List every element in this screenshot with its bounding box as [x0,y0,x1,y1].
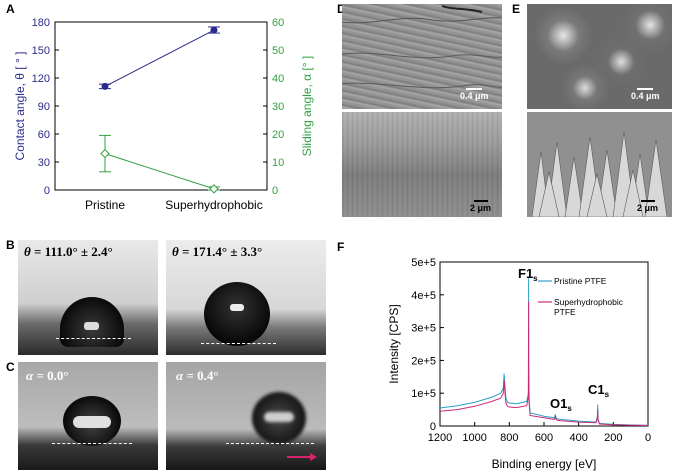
chart-series [99,26,220,194]
sem-image-superhydrophobic-bottom: 2 μm [527,112,672,217]
crack-texture [342,5,502,89]
data-point [100,148,110,159]
y-tick-label-right: 10 [272,157,284,169]
x-tick-label: 1000 [462,432,486,444]
baseline [52,443,132,444]
spectrum-line [439,301,649,426]
plot-frame [54,21,268,191]
y-tick-label-right: 40 [272,73,284,85]
legend-label-line: Superhydrophobic [554,297,624,307]
y-tick-label-right: 60 [272,17,284,29]
y-tick-label: 0 [430,421,436,433]
scale-bar: 2 μm [637,200,658,213]
y-tick-label-left: 30 [38,157,50,169]
y-tick-label-left: 180 [32,17,50,29]
sem-image-superhydrophobic-top: 0.4 μm [527,4,672,109]
x-tick-label: 600 [535,432,553,444]
droplet-highlight [73,416,111,428]
y-tick-label-left: 60 [38,129,50,141]
x-category-label: Superhydrophobic [165,198,262,212]
droplet-highlight [230,304,244,311]
contact-angle-caption-pristine: θ = 111.0° ± 2.4° [24,244,113,259]
x-axis-ticks: 1200 1000 800 600 400 200 0 [428,422,651,444]
data-point [209,184,219,194]
panel-label-a: A [6,2,15,16]
y-tick-label-right: 30 [272,101,284,113]
droplet [204,282,270,346]
streak-texture [342,112,502,217]
droplet-highlight [264,412,294,422]
y-axis-label-left: Contact angle, θ [ ° ] [13,52,27,161]
chart-series [439,278,649,426]
contact-angle-caption-superhydrophobic: θ = 171.4° ± 3.3° [172,244,263,259]
series-line [104,29,215,87]
y-tick-label: 1e+5 [411,388,436,400]
x-tick-label: 400 [569,432,587,444]
droplet-photo-superhydrophobic: θ = 171.4° ± 3.3° [166,240,326,355]
droplet [252,392,306,444]
y-tick-label-right: 50 [272,45,284,57]
peak-label-f1s: F1s [518,266,538,283]
sem-image-pristine-bottom: 2 μm [342,112,502,217]
x-axis-label: Binding energy [eV] [492,457,597,471]
left-axis-ticks: 0 30 60 90 120 150 180 [32,17,59,197]
baseline [201,343,276,344]
panel-label-c: C [6,360,15,374]
data-point [101,82,109,90]
sliding-angle-caption-pristine: α = 0.0° [26,368,69,383]
sliding-angle-caption-superhydrophobic: α = 0.4° [176,368,219,383]
x-category-label: Pristine [85,198,125,212]
panel-label-e: E [512,2,521,16]
x-tick-label: 1200 [428,432,452,444]
y-tick-label-left: 120 [32,73,50,85]
panel-label-f: F [337,240,345,254]
y-tick-label-right: 0 [272,185,278,197]
y-tick-label: 2e+5 [411,355,436,367]
x-tick-label: 200 [604,432,622,444]
sem-image-pristine-top: 0.4 μm [342,4,502,109]
plot-frame [439,261,649,427]
scale-bar: 2 μm [470,200,491,213]
droplet [63,396,121,446]
panel-label-d: D [337,2,346,16]
y-tick-label: 4e+5 [411,290,436,302]
y-tick-label: 5e+5 [411,257,436,269]
y-tick-label: 3e+5 [411,323,436,335]
scale-bar: 0.4 μm [631,88,660,101]
y-tick-label-left: 90 [38,101,50,113]
droplet-photo-pristine: θ = 111.0° ± 2.4° [18,240,158,355]
droplet [60,297,124,347]
droplet-highlight [84,322,99,330]
xps-spectrum-chart: 0 1e+5 2e+5 3e+5 4e+5 5e+5 1200 1000 800 600 400 2… [387,257,651,471]
series-line [104,153,215,190]
baseline [56,338,131,339]
y-axis-label-right: Sliding angle, α [° ] [300,56,314,156]
right-axis-ticks: 0 10 20 30 40 50 60 [263,17,284,197]
sliding-photo-pristine: α = 0.0° [18,362,158,470]
arrow-right-icon [287,453,317,461]
y-axis-ticks: 0 1e+5 2e+5 3e+5 4e+5 5e+5 [411,257,444,433]
scale-bar: 0.4 μm [460,88,489,101]
legend-label-superhydrophobic: Superhydrophobic PTFE [554,297,624,317]
x-tick-label: 800 [500,432,518,444]
legend-label-pristine: Pristine PTFE [554,276,607,286]
y-axis-label: Intensity [CPS] [387,304,401,383]
baseline [226,443,314,444]
y-tick-label-right: 20 [272,129,284,141]
peak-label-o1s: O1s [550,396,572,413]
sliding-photo-superhydrophobic: α = 0.4° [166,362,326,470]
x-tick-label: 0 [645,432,651,444]
y-tick-label-left: 0 [44,185,50,197]
legend-label-line: PTFE [554,307,576,317]
data-point [210,26,218,34]
peak-label-c1s: C1s [588,382,610,399]
y-tick-label-left: 150 [32,45,50,57]
panel-label-b: B [6,238,15,252]
